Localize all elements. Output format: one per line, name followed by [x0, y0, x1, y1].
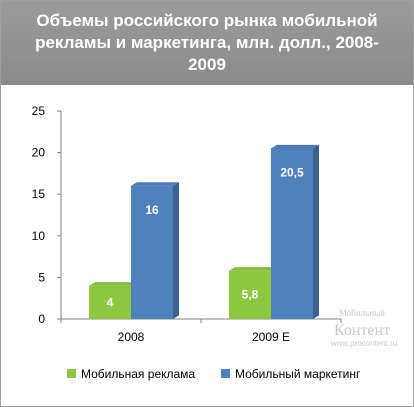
legend-swatch [221, 369, 230, 378]
watermark: Мобильный Контент www.procontent.ru [330, 308, 397, 348]
watermark-url: www.procontent.ru [330, 339, 397, 348]
bar [89, 285, 131, 319]
bar-side-face [173, 182, 179, 319]
bar [229, 270, 271, 319]
data-label: 5,8 [242, 288, 259, 302]
title-bar: Объемы российского рынка мобильной рекла… [1, 1, 413, 85]
watermark-line1: Мобильный [339, 308, 385, 318]
data-label: 16 [145, 203, 159, 217]
legend-swatch [67, 369, 76, 378]
bar [131, 185, 173, 319]
bar-top-face [229, 267, 277, 271]
y-tick-label: 10 [32, 229, 46, 243]
data-label: 4 [107, 295, 114, 309]
chart-title: Объемы российского рынка мобильной рекла… [35, 11, 379, 74]
x-tick-label: 2009 Е [252, 330, 290, 344]
y-tick-label: 15 [32, 187, 46, 201]
bar-top-face [89, 282, 137, 286]
y-tick-label: 20 [32, 146, 46, 160]
y-tick-label: 0 [38, 312, 45, 326]
y-tick-label: 25 [32, 104, 46, 118]
x-tick-label: 2008 [118, 330, 145, 344]
bar-top-face [271, 144, 319, 149]
bar [271, 148, 313, 319]
legend-label: Мобильный маркетинг [235, 367, 361, 381]
data-label: 20,5 [280, 165, 304, 179]
bar-top-face [131, 182, 179, 186]
legend-label: Мобильная реклама [81, 367, 195, 381]
bar-side-face [313, 144, 319, 319]
y-tick-label: 5 [38, 270, 45, 284]
watermark-line2: Контент [334, 322, 390, 339]
